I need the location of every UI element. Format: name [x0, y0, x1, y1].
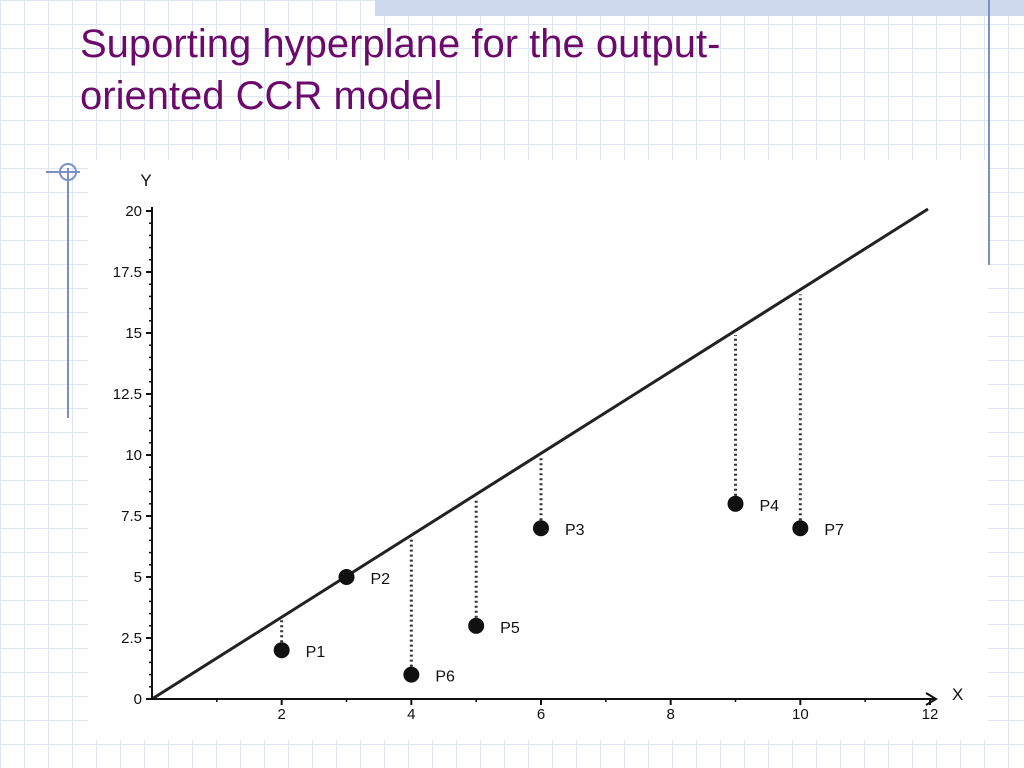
left-decor-rule: [67, 168, 69, 418]
point-label: P2: [371, 571, 391, 588]
x-tick-label: 2: [277, 706, 285, 723]
x-tick-label: 10: [792, 706, 809, 723]
point-label: P4: [760, 498, 780, 515]
point-label: P6: [435, 669, 455, 686]
data-point: [273, 642, 290, 659]
data-points: P1 P2 P3 P4 P5 P6 P7: [273, 495, 844, 686]
y-tick-label: 20: [125, 203, 142, 220]
point-label: P5: [500, 620, 520, 637]
slide-title-line-2: oriented CCR model: [80, 74, 443, 118]
top-decor-band: [375, 0, 1024, 16]
point-label: P1: [306, 644, 326, 661]
projection-lines: [280, 294, 802, 667]
slide-title-line-1: Suporting hyperplane for the output-: [80, 22, 721, 66]
x-ticks: 2 4 6 8 10 12: [216, 699, 939, 723]
x-tick-label: 8: [666, 706, 674, 723]
slide-title: Suporting hyperplane for the output- ori…: [80, 18, 880, 122]
data-point: [403, 666, 420, 683]
y-tick-label: 0: [134, 691, 142, 708]
x-tick-label: 4: [407, 706, 415, 723]
data-point: [468, 617, 485, 634]
right-decor-rule: [988, 0, 990, 265]
y-tick-label: 17.5: [113, 264, 142, 281]
y-tick-label: 7.5: [121, 508, 142, 525]
y-ticks: 0 2.5 5 7.5 10 12.5 15 17.5 20: [113, 203, 152, 708]
data-point: [533, 520, 549, 537]
data-point: [727, 495, 744, 512]
data-point: [792, 520, 809, 537]
slide-bullet-icon: [46, 163, 80, 181]
x-tick-label: 12: [922, 706, 939, 723]
y-tick-label: 15: [125, 325, 142, 342]
x-tick-label: 6: [537, 706, 545, 723]
supporting-hyperplane-line: [151, 207, 929, 701]
y-tick-label: 2.5: [121, 630, 142, 647]
data-point: [338, 569, 355, 585]
y-tick-label: 5: [134, 569, 142, 586]
y-axis-label: Y: [140, 171, 151, 190]
y-tick-label: 10: [125, 447, 142, 464]
y-tick-label: 12.5: [113, 386, 142, 403]
point-label: P7: [824, 522, 844, 539]
x-axis-label: X: [952, 685, 963, 704]
point-label: P3: [565, 522, 585, 539]
